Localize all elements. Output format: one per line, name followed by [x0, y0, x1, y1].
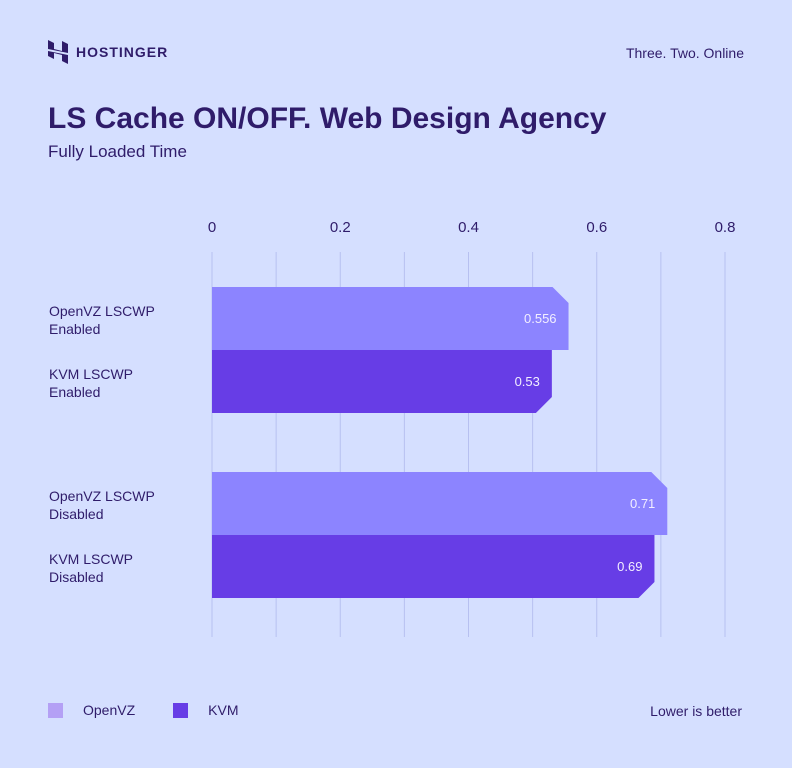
- bar-value-label: 0.71: [629, 495, 656, 511]
- category-label-line: KVM LSCWP: [49, 550, 134, 567]
- category-label-line: OpenVZ LSCWP: [49, 487, 155, 504]
- legend-swatch-kvm: [173, 702, 189, 718]
- tagline: Three. Two. Online: [625, 45, 744, 61]
- bar-value-label: 0.556: [524, 310, 557, 326]
- chart-title: LS Cache ON/OFF. Web Design Agency: [48, 102, 607, 135]
- brand-logo: HOSTINGER: [48, 40, 168, 64]
- x-tick-label: 0: [207, 219, 217, 236]
- bar-value-label: 0.53: [514, 373, 540, 389]
- bar-value-label: 0.69: [617, 558, 643, 574]
- category-label: KVM LSCWP Disabled: [49, 550, 133, 586]
- category-label: KVM LSCWP Enabled: [49, 365, 133, 401]
- chart-subtitle: Fully Loaded Time: [48, 142, 187, 161]
- bar-openvz: [212, 287, 569, 350]
- legend-label-openvz: OpenVZ: [83, 702, 136, 718]
- hostinger-logo-icon: [48, 40, 68, 64]
- category-label-line: Enabled: [49, 320, 101, 337]
- x-tick-label: 0.4: [458, 219, 479, 236]
- category-label-line: Enabled: [49, 383, 101, 400]
- legend-swatch-openvz: [48, 702, 63, 718]
- lower-is-better-note: Lower is better: [650, 703, 742, 719]
- legend: OpenVZ KVM: [48, 702, 238, 718]
- category-label: OpenVZ LSCWP Enabled: [49, 302, 155, 338]
- bar-openvz: [212, 472, 668, 535]
- bar-kvm: [212, 350, 552, 413]
- category-label-line: Disabled: [49, 568, 104, 585]
- x-tick-label: 0.8: [714, 219, 736, 236]
- category-label: OpenVZ LSCWP Disabled: [49, 487, 155, 523]
- x-tick-label: 0.2: [329, 219, 351, 236]
- bar-kvm: [212, 535, 655, 598]
- brand-name: HOSTINGER: [76, 44, 169, 60]
- category-label-line: OpenVZ LSCWP: [49, 302, 155, 319]
- category-label-line: Disabled: [49, 505, 104, 522]
- legend-label-kvm: KVM: [208, 702, 239, 718]
- x-tick-label: 0.6: [586, 219, 608, 236]
- category-label-line: KVM LSCWP: [49, 365, 134, 382]
